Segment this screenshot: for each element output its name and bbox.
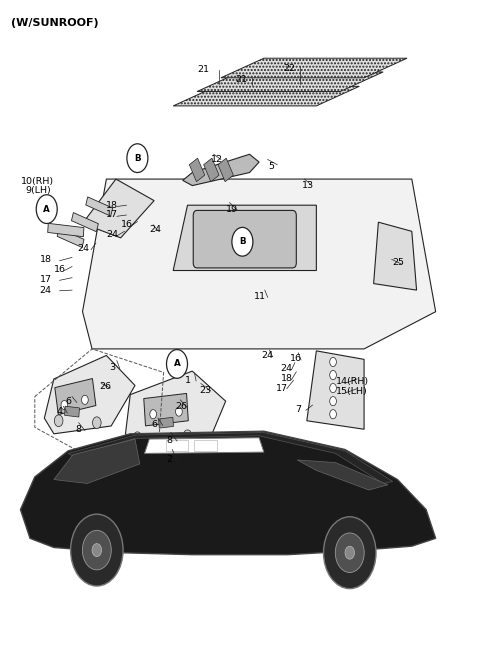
Text: 19: 19 [226, 205, 238, 214]
Circle shape [330, 409, 336, 419]
Polygon shape [158, 417, 173, 428]
Circle shape [324, 517, 376, 588]
Text: 6: 6 [66, 397, 72, 405]
Circle shape [330, 397, 336, 405]
Polygon shape [297, 460, 388, 490]
Polygon shape [44, 356, 135, 434]
FancyBboxPatch shape [166, 440, 188, 451]
Polygon shape [173, 205, 316, 270]
Circle shape [330, 358, 336, 367]
Circle shape [345, 546, 355, 559]
Text: 16: 16 [120, 220, 132, 230]
Polygon shape [55, 379, 96, 415]
Text: 24: 24 [262, 351, 274, 360]
Circle shape [232, 228, 253, 256]
Circle shape [83, 530, 111, 570]
Polygon shape [83, 179, 436, 349]
Text: 24: 24 [107, 230, 119, 239]
Circle shape [92, 544, 102, 556]
Text: 25: 25 [393, 258, 405, 267]
Text: 10(RH): 10(RH) [21, 176, 54, 186]
Text: 21: 21 [197, 66, 209, 75]
Text: 8: 8 [75, 425, 81, 434]
Text: (W/SUNROOF): (W/SUNROOF) [11, 18, 98, 28]
Text: 26: 26 [176, 402, 188, 411]
FancyBboxPatch shape [194, 440, 216, 451]
Polygon shape [65, 406, 80, 417]
Text: 1: 1 [185, 376, 191, 385]
Circle shape [176, 407, 182, 416]
Polygon shape [68, 432, 393, 483]
Text: 24: 24 [281, 364, 293, 373]
Text: 12: 12 [211, 155, 223, 164]
Text: 2: 2 [166, 455, 172, 464]
Polygon shape [86, 197, 113, 216]
Polygon shape [307, 351, 364, 429]
Text: 14(RH): 14(RH) [336, 377, 369, 386]
Polygon shape [183, 154, 259, 186]
Circle shape [61, 401, 68, 409]
Text: 24: 24 [39, 285, 51, 295]
Polygon shape [83, 179, 154, 238]
Text: 16: 16 [54, 265, 66, 274]
FancyBboxPatch shape [193, 211, 296, 268]
Text: 11: 11 [254, 292, 266, 301]
Text: 17: 17 [276, 384, 288, 392]
Text: 17: 17 [39, 274, 51, 283]
Text: B: B [134, 154, 141, 163]
Text: 6: 6 [152, 420, 158, 429]
Text: 9(LH): 9(LH) [25, 186, 51, 195]
Text: 24: 24 [149, 225, 161, 234]
Circle shape [183, 430, 192, 441]
Text: 23: 23 [199, 386, 212, 394]
Circle shape [93, 417, 101, 428]
Text: 15(LH): 15(LH) [336, 387, 367, 396]
Polygon shape [204, 158, 219, 182]
Circle shape [167, 350, 188, 379]
Polygon shape [48, 223, 84, 237]
Polygon shape [218, 158, 233, 182]
Polygon shape [21, 431, 436, 555]
Text: 16: 16 [290, 354, 302, 363]
Polygon shape [54, 439, 140, 483]
Text: 26: 26 [99, 382, 111, 391]
Text: 7: 7 [295, 405, 301, 414]
Circle shape [330, 384, 336, 393]
Text: 3: 3 [109, 363, 115, 372]
Polygon shape [144, 438, 264, 453]
Polygon shape [373, 222, 417, 290]
Circle shape [330, 371, 336, 380]
Text: A: A [174, 359, 180, 369]
Polygon shape [189, 158, 205, 182]
Text: 18: 18 [107, 201, 119, 210]
Circle shape [54, 415, 63, 426]
Polygon shape [144, 394, 188, 426]
Circle shape [71, 514, 123, 586]
Text: A: A [43, 205, 50, 214]
Polygon shape [173, 87, 360, 106]
Circle shape [150, 409, 156, 419]
Text: 24: 24 [78, 244, 90, 253]
Text: B: B [239, 237, 246, 246]
Text: 4: 4 [56, 407, 62, 416]
Circle shape [127, 144, 148, 173]
Text: 18: 18 [281, 374, 293, 383]
Text: 17: 17 [107, 211, 119, 220]
Text: 21: 21 [235, 75, 247, 84]
Text: 18: 18 [39, 255, 51, 264]
Text: 5: 5 [269, 161, 275, 171]
Circle shape [82, 396, 88, 405]
Polygon shape [197, 72, 383, 92]
Text: 8: 8 [166, 436, 172, 445]
Polygon shape [57, 228, 84, 247]
Polygon shape [72, 213, 98, 232]
Text: 13: 13 [302, 181, 314, 190]
Polygon shape [221, 58, 407, 78]
Polygon shape [125, 371, 226, 455]
Text: 22: 22 [283, 64, 295, 73]
Circle shape [133, 432, 142, 443]
Circle shape [36, 195, 57, 224]
Circle shape [336, 533, 364, 573]
